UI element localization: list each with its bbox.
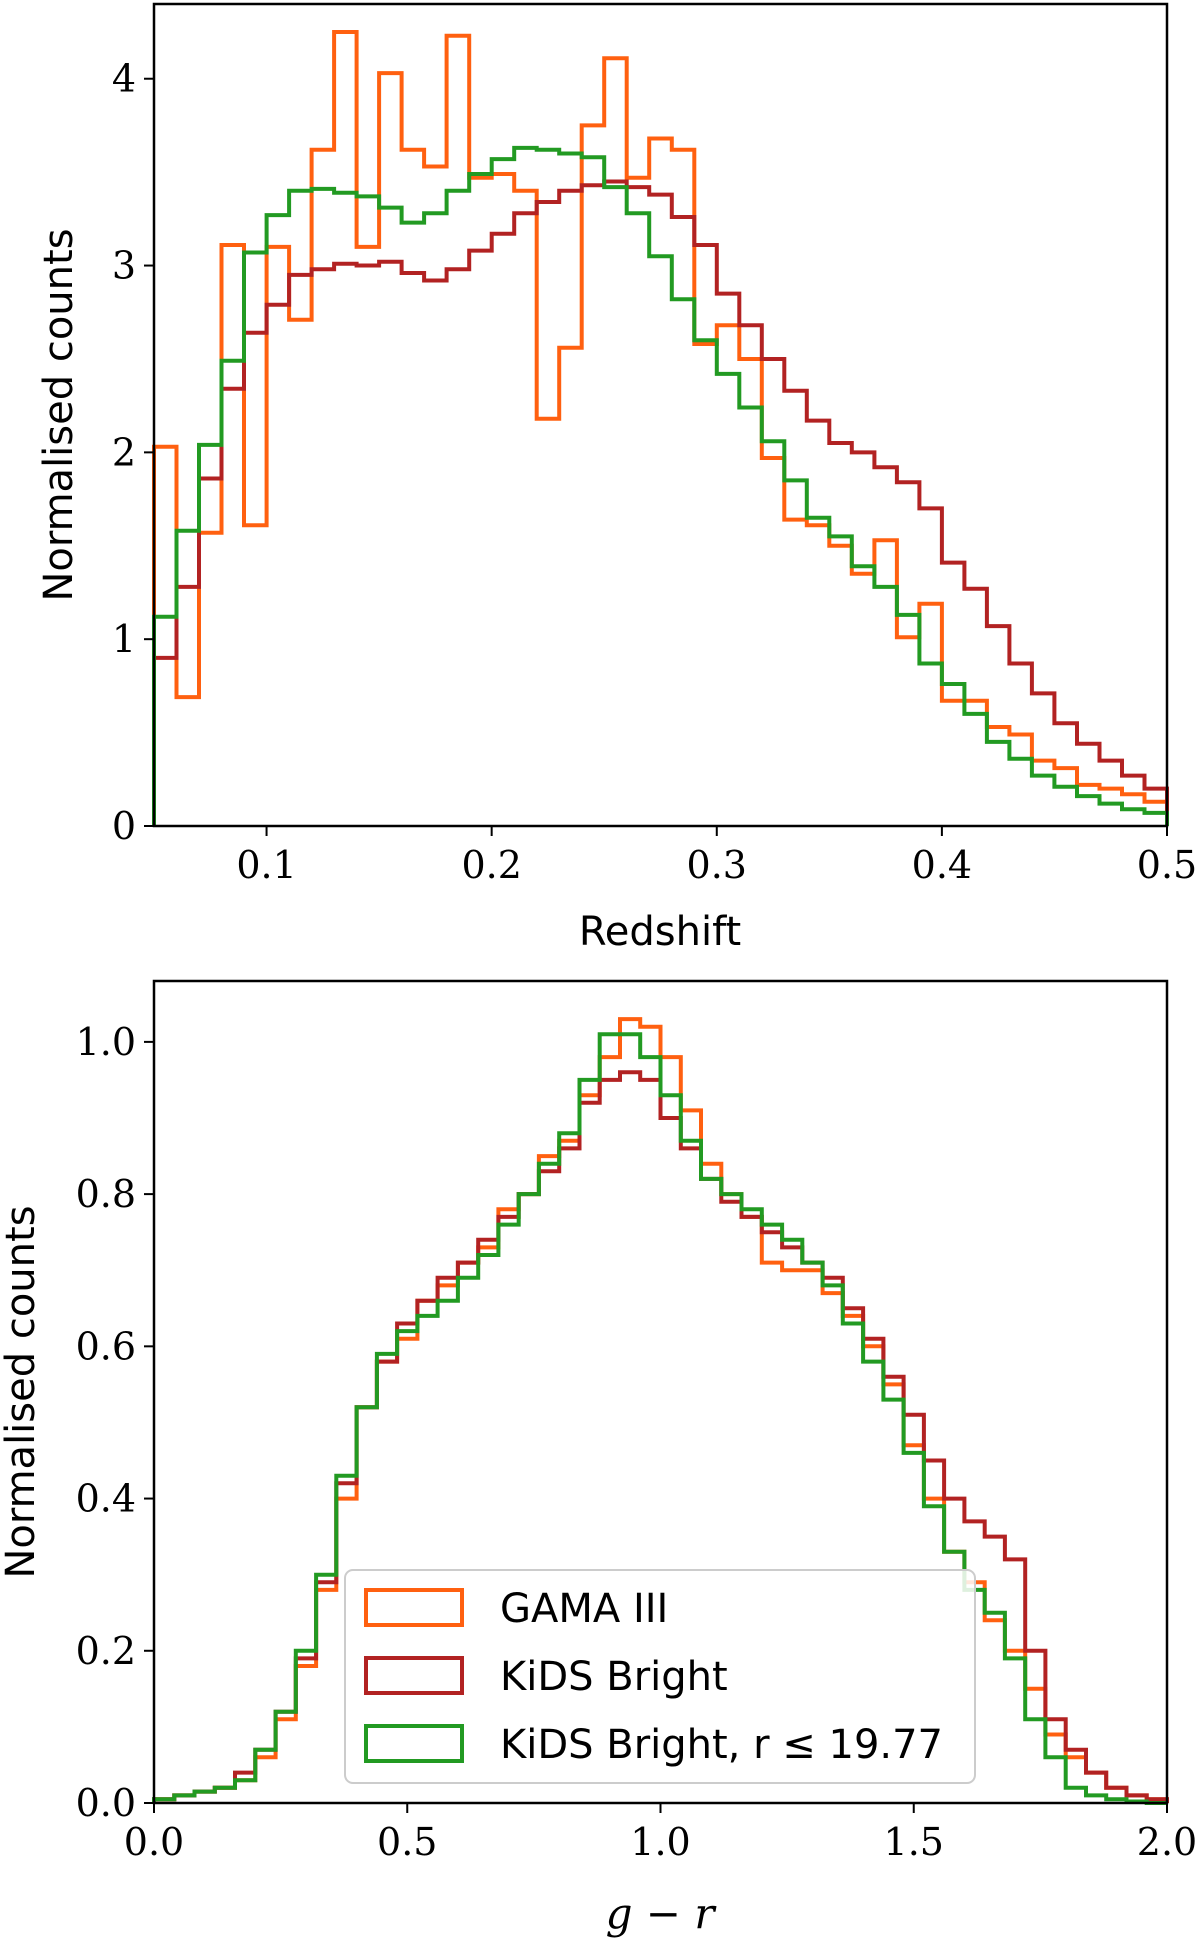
color-ytick-label: 0.6 (76, 1324, 136, 1368)
color-ytick-label: 0.2 (76, 1629, 136, 1673)
redshift-series-kids_cut (152, 145, 1169, 826)
legend-patch-kids (364, 1656, 464, 1695)
color-ylabel: Normalised counts (0, 1205, 44, 1578)
redshift-ylabel: Normalised counts (36, 228, 82, 601)
redshift-series-kids (152, 179, 1169, 826)
color-ytick-label: 0.8 (76, 1172, 136, 1216)
color-series-layer (152, 1017, 1169, 1805)
color-series-kids_cut (152, 1032, 1167, 1805)
redshift-xtick-label: 0.5 (1137, 843, 1197, 887)
color-xtick-label: 2.0 (1137, 1820, 1197, 1864)
legend-label-kids-cut: KiDS Bright, r ≤ 19.77 (500, 1722, 943, 1768)
color-ytick-label: 0.0 (76, 1781, 136, 1825)
redshift-xtick-label: 0.4 (912, 843, 972, 887)
redshift-xlabel: Redshift (579, 909, 741, 955)
color-xlabel: g − r (606, 1889, 718, 1938)
redshift-histogram-panel: 0.1 0.2 0.3 0.4 0.5 0 1 2 3 4 Redshift Normalised… (36, 2, 1197, 955)
color-ticks: 0.0 0.5 1.0 1.5 2.0 0.0 0.2 0.4 0.6 0.8 1.0 (76, 1020, 1198, 1864)
redshift-ytick-label: 1 (112, 617, 136, 661)
legend-patch-gama (364, 1588, 464, 1627)
redshift-ytick-label: 0 (112, 804, 136, 848)
redshift-axes-frame (152, 2, 1169, 828)
redshift-xtick-label: 0.1 (236, 843, 296, 887)
legend-label-kids: KiDS Bright (500, 1654, 728, 1700)
legend-patch-kids-cut (364, 1724, 464, 1763)
legend: GAMA III KiDS Bright KiDS Bright, r ≤ 19… (344, 1569, 976, 1784)
redshift-xtick-label: 0.3 (687, 843, 747, 887)
color-xtick-label: 0.5 (377, 1820, 437, 1864)
legend-box (344, 1569, 976, 1784)
redshift-ticks: 0.1 0.2 0.3 0.4 0.5 0 1 2 3 4 (112, 57, 1197, 887)
redshift-series-gama (152, 30, 1169, 826)
redshift-ytick-label: 3 (112, 244, 136, 288)
color-xtick-label: 1.5 (884, 1820, 944, 1864)
color-ytick-label: 0.4 (76, 1477, 136, 1521)
color-xtick-label: 1.0 (630, 1820, 690, 1864)
legend-label-gama: GAMA III (500, 1586, 668, 1632)
redshift-ytick-label: 2 (112, 430, 136, 474)
color-ytick-label: 1.0 (76, 1020, 136, 1064)
color-xtick-label: 0.0 (124, 1820, 184, 1864)
redshift-series-layer (152, 30, 1169, 826)
color-histogram-panel: 0.0 0.5 1.0 1.5 2.00.00.20.40.60.81.0 g − r … (0, 979, 1198, 1938)
redshift-xtick-label: 0.2 (461, 843, 521, 887)
redshift-ytick-label: 4 (112, 57, 136, 101)
